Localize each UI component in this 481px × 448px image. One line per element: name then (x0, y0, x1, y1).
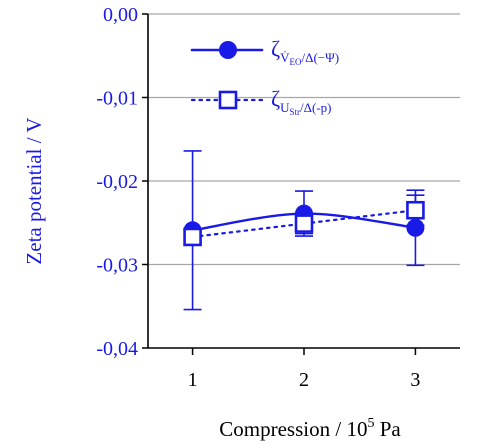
data-point (406, 218, 425, 237)
legend-label: ζV̇EO/Δ(−Ψ) (271, 36, 339, 67)
data-point (294, 214, 314, 233)
y-tick-label: -0,02 (96, 171, 138, 193)
axes (142, 13, 460, 355)
x-axis-label-main: Compression / 10 (219, 417, 367, 441)
data-point (406, 200, 425, 220)
x-tick-label: 3 (410, 369, 420, 391)
legend-item-2: ζUStr/Δ(-p) (190, 86, 331, 117)
y-tick-label: -0,03 (96, 255, 138, 277)
legend-label-part: Str (290, 107, 301, 117)
y-axis-label: Zeta potential / V (22, 117, 46, 264)
legend-label-part: ζ (271, 86, 280, 111)
x-axis-label: Compression / 105 Pa (219, 416, 401, 441)
x-axis-label-unit: Pa (374, 417, 401, 441)
x-axis-label-exponent: 5 (367, 416, 374, 431)
y-tick-label: 0,00 (103, 4, 138, 26)
legend-marker (218, 90, 238, 110)
x-tick-label: 1 (188, 369, 198, 391)
data-series (183, 150, 425, 311)
tick-labels: 0,00 -0,01 -0,02 -0,03 -0,04 1 2 3 (96, 4, 420, 391)
data-point (183, 227, 202, 247)
legend-label-part: V̇ (280, 50, 290, 65)
series-2 (183, 194, 425, 247)
legend-label-part: /Δ(-p) (300, 100, 331, 115)
legend: ζV̇EO/Δ(−Ψ)ζUStr/Δ(-p) (190, 36, 339, 117)
legend-label-part: /Δ(−Ψ) (302, 50, 340, 65)
y-tick-label: -0,01 (96, 88, 138, 110)
gridlines (148, 13, 460, 266)
x-tick-label: 2 (299, 369, 309, 391)
legend-label-part: ζ (271, 36, 280, 61)
y-tick-label: -0,04 (96, 338, 138, 360)
legend-item-1: ζV̇EO/Δ(−Ψ) (190, 36, 339, 67)
legend-marker (219, 41, 237, 59)
legend-label-part: U (280, 100, 290, 115)
legend-label-part: EO (290, 57, 302, 67)
series-1 (183, 150, 425, 311)
legend-label: ζUStr/Δ(-p) (271, 86, 331, 117)
